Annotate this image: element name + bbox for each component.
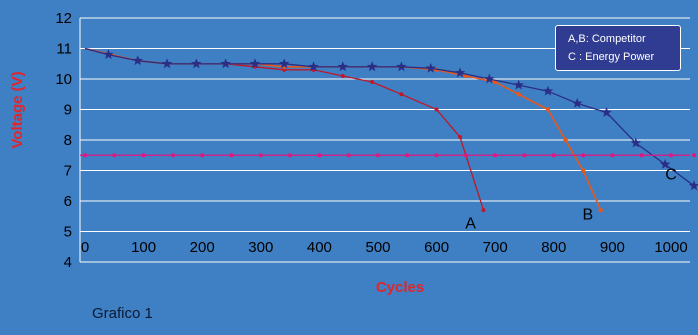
series-threshold (80, 153, 696, 158)
data-point-C (337, 61, 349, 72)
series-layer (80, 47, 698, 213)
data-point-A (370, 80, 375, 85)
x-tick-label: 200 (190, 239, 215, 256)
y-tick-label: 5 (64, 224, 72, 241)
y-axis-title: Voltage (V) (9, 71, 26, 148)
data-point-threshold (551, 153, 556, 158)
data-point-threshold (141, 153, 146, 158)
data-point-C (659, 158, 671, 169)
y-axis-ticks: 4 5 6 7 8 9 10 11 12 (55, 10, 72, 271)
data-point-C (308, 61, 319, 72)
data-point-A (481, 208, 486, 213)
data-point-threshold (170, 153, 175, 158)
series-labels: A B C (465, 167, 677, 233)
legend: A,B: Competitor C : Energy Power (555, 25, 681, 71)
x-axis-title: Cycles (376, 279, 424, 296)
data-point-C (572, 97, 583, 108)
figure-caption: Grafico 1 (92, 305, 153, 322)
legend-line-energy-power: C : Energy Power (568, 51, 655, 63)
data-point-C (220, 58, 231, 69)
y-tick-label: 9 (64, 102, 72, 119)
x-tick-label: 1000 (654, 239, 687, 256)
data-point-threshold (493, 153, 498, 158)
x-tick-label: 900 (600, 239, 625, 256)
data-point-C (425, 62, 436, 73)
series-label-C: C (665, 167, 677, 184)
data-point-C (454, 67, 466, 78)
data-point-threshold (258, 153, 263, 158)
data-point-C (396, 61, 407, 72)
data-point-threshold (610, 153, 615, 158)
data-point-C (513, 79, 524, 90)
y-tick-label: 11 (56, 41, 72, 58)
data-point-C (688, 180, 698, 191)
x-axis-ticks: 0 100 200 300 400 500 600 700 800 900 1000 (81, 239, 688, 256)
x-tick-label: 800 (541, 239, 566, 256)
data-point-threshold (463, 153, 468, 158)
data-point-threshold (522, 153, 527, 158)
data-point-threshold (405, 153, 410, 158)
data-point-C (132, 55, 143, 66)
x-tick-label: 300 (248, 239, 273, 256)
data-point-threshold (669, 153, 673, 158)
data-point-A (340, 73, 345, 78)
y-tick-label: 8 (64, 132, 72, 149)
y-tick-label: 12 (55, 10, 72, 27)
data-point-threshold (112, 153, 117, 158)
x-tick-label: 400 (307, 239, 332, 256)
data-point-A (458, 134, 463, 139)
y-tick-label: 6 (64, 193, 72, 210)
series-line-B (84, 47, 602, 211)
legend-line-competitor: A,B: Competitor (568, 33, 646, 45)
data-point-C (161, 58, 173, 69)
series-line-A (84, 47, 485, 211)
data-point-B (563, 137, 568, 143)
data-point-C (601, 107, 612, 117)
data-point-threshold (83, 153, 87, 158)
gridlines (79, 17, 690, 263)
y-tick-label: 7 (64, 163, 72, 180)
series-label-A: A (465, 215, 476, 232)
data-point-C (366, 61, 378, 72)
y-tick-label: 4 (64, 254, 72, 271)
data-point-C (542, 85, 554, 96)
data-point-C (103, 49, 114, 59)
data-point-threshold (376, 153, 380, 158)
data-point-B (516, 92, 521, 97)
series-A (84, 47, 486, 213)
data-point-threshold (200, 153, 205, 158)
data-point-threshold (317, 153, 322, 158)
data-point-threshold (346, 153, 351, 158)
data-point-B (545, 107, 551, 112)
data-point-threshold (229, 153, 234, 158)
x-tick-label: 0 (81, 239, 89, 256)
series-line-C (84, 47, 695, 187)
data-point-C (191, 58, 202, 69)
data-point-C (630, 137, 642, 148)
data-point-B (598, 207, 603, 213)
data-point-A (399, 92, 404, 97)
data-point-C (249, 58, 261, 69)
data-point-A (282, 67, 287, 72)
series-label-B: B (582, 206, 593, 223)
y-tick-label: 10 (55, 71, 72, 88)
data-point-threshold (581, 153, 586, 158)
data-point-C (484, 73, 495, 84)
x-tick-label: 500 (365, 239, 390, 256)
series-C (84, 47, 698, 191)
x-tick-label: 600 (424, 239, 449, 256)
data-point-threshold (639, 153, 644, 158)
data-point-threshold (434, 153, 439, 158)
data-point-threshold (692, 153, 696, 158)
data-point-B (580, 168, 586, 173)
data-point-threshold (288, 153, 293, 158)
x-tick-label: 700 (483, 239, 508, 256)
data-point-C (279, 58, 290, 69)
x-tick-label: 100 (131, 239, 156, 256)
series-B (84, 47, 603, 213)
data-point-A (434, 107, 439, 112)
